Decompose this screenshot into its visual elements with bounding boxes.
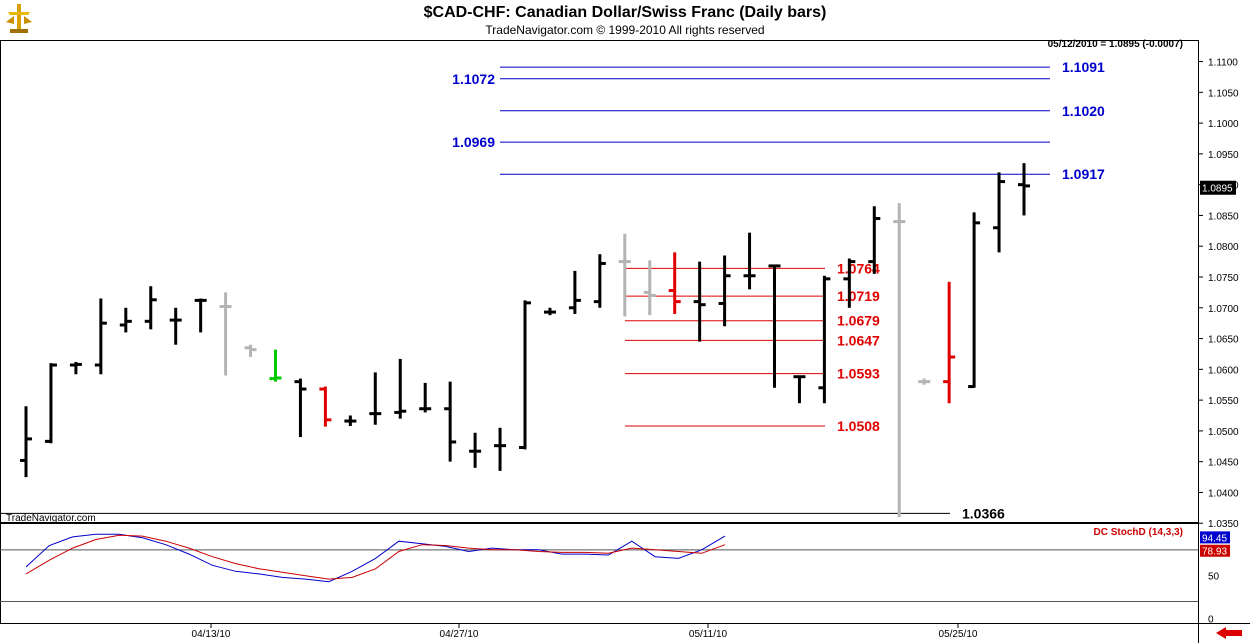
level-label: 1.0917: [1062, 166, 1105, 182]
ohlc-bar: [993, 172, 1006, 253]
price-tick-label: 1.0850: [1208, 211, 1239, 222]
ohlc-bar: [294, 378, 307, 438]
price-levels: 1.1091 1.1072 1.1020 1.0969 1.0917 1.0764 1.07…: [0, 59, 1105, 521]
level-label: 1.0719: [837, 288, 880, 304]
date-tick-label: 05/25/10: [939, 629, 978, 640]
ohlc-bar: [319, 386, 332, 427]
ohlc-bar: [44, 363, 57, 444]
ohlc-bar: [144, 286, 157, 330]
price-tick-label: 1.0500: [1208, 427, 1239, 438]
ohlc-bar: [868, 206, 881, 274]
level-label: 1.0508: [837, 418, 880, 434]
ohlc-bar: [20, 406, 32, 478]
ohlc-bar: [968, 212, 981, 389]
chart-frame: [0, 40, 1250, 643]
chart-title: $CAD-CHF: Canadian Dollar/Swiss Franc (D…: [423, 4, 827, 21]
date-tick-label: 05/11/10: [689, 629, 728, 640]
ohlc-bar: [1018, 163, 1030, 216]
price-tick-label: 1.0650: [1208, 335, 1239, 346]
stoch-k-line: [25, 533, 726, 583]
ohlc-bar: [119, 307, 132, 333]
price-tick-label: 1.0600: [1208, 365, 1239, 376]
ohlc-bar: [943, 281, 956, 404]
stochastic-panel: 50 0 DC StochD (14,3,3) 94.45 78.93: [0, 527, 1230, 626]
ohlc-bar: [843, 258, 856, 308]
ohlc-bar: [394, 358, 407, 419]
level-label: 1.0593: [837, 366, 880, 382]
ohlc-bar: [893, 203, 906, 518]
stoch-k-value: 94.45: [1202, 533, 1227, 544]
ohlc-bar: [793, 375, 806, 404]
ohlc-bar: [244, 344, 257, 358]
price-tick-label: 1.0550: [1208, 396, 1239, 407]
ohlc-bar: [768, 264, 781, 388]
price-tick-label: 1.0700: [1208, 304, 1239, 315]
price-tick-label: 1.1000: [1208, 119, 1239, 130]
watermark: TradeNavigator.com: [6, 513, 96, 524]
price-tick-label: 1.1050: [1208, 88, 1239, 99]
ohlc-bar: [718, 255, 731, 327]
stoch-d-marker: [1200, 544, 1230, 557]
ohlc-bar: [469, 432, 482, 468]
level-label: 1.0647: [837, 332, 880, 348]
ohlc-bar: [219, 292, 232, 376]
ohlc-bar: [194, 298, 207, 333]
ohlc-bar: [369, 372, 382, 425]
ohlc-bar: [593, 254, 606, 308]
ohlc-bar: [618, 233, 631, 317]
ohlc-bar: [344, 415, 357, 426]
level-label: 1.1091: [1062, 59, 1105, 75]
ohlc-bar: [419, 382, 432, 413]
date-tick-label: 04/13/10: [192, 629, 231, 640]
last-quote: 05/12/2010 = 1.0895 (-0.0007): [1048, 39, 1183, 50]
trade-navigator-logo-icon: [6, 4, 32, 33]
ohlc-bar: [519, 300, 531, 450]
level-label: 1.0764: [837, 260, 880, 276]
ohlc-bar: [543, 307, 556, 316]
level-label: 1.1020: [1062, 103, 1105, 119]
ohlc-bar: [818, 275, 831, 404]
stoch-tick-label: 50: [1208, 572, 1220, 583]
date-tick-label: 04/27/10: [440, 629, 479, 640]
scroll-arrow-icon[interactable]: [1212, 625, 1246, 641]
last-price-marker: [1200, 180, 1236, 195]
ohlc-bar: [94, 298, 107, 375]
stoch-tick-label: 0: [1208, 615, 1214, 626]
stoch-d-value: 78.93: [1202, 547, 1227, 558]
ohlc-bar: [69, 361, 82, 375]
ohlc-bar: [169, 307, 182, 345]
chart-header: $CAD-CHF: Canadian Dollar/Swiss Franc (D…: [0, 0, 1250, 40]
ohlc-bar: [668, 252, 681, 314]
price-tick-label: 1.0450: [1208, 458, 1239, 469]
level-label: 1.0679: [837, 313, 880, 329]
ohlc-bars: [20, 163, 1030, 518]
ohlc-bar: [743, 232, 756, 290]
stoch-title: DC StochD (14,3,3): [1094, 527, 1183, 538]
price-tick-label: 1.0350: [1208, 519, 1239, 530]
chart-subtitle: TradeNavigator.com © 1999-2010 All right…: [485, 23, 765, 37]
stoch-d-line: [25, 534, 726, 580]
date-axis: 04/13/10 04/27/10 05/11/10 05/25/10: [192, 623, 978, 640]
level-label: 1.1072: [452, 71, 495, 87]
ohlc-bar: [444, 381, 457, 462]
price-tick-label: 1.0400: [1208, 488, 1239, 499]
price-tick-label: 1.0800: [1208, 242, 1239, 253]
last-price-label: 1.0895: [1202, 184, 1233, 195]
stoch-k-marker: [1200, 531, 1230, 544]
ohlc-bar: [643, 260, 656, 316]
level-label: 1.0969: [452, 134, 495, 150]
price-tick-label: 1.1100: [1208, 58, 1238, 69]
ohlc-bar: [494, 427, 507, 471]
level-label: 1.0366: [962, 505, 1005, 521]
price-axis: 1.11001.10501.10001.09501.09001.08501.08…: [1198, 58, 1239, 530]
price-tick-label: 1.0750: [1208, 273, 1239, 284]
ohlc-bar: [269, 349, 282, 382]
ohlc-bar: [693, 261, 706, 342]
price-tick-label: 1.0950: [1208, 150, 1239, 161]
ohlc-bar: [918, 378, 931, 385]
ohlc-bar: [568, 270, 581, 314]
